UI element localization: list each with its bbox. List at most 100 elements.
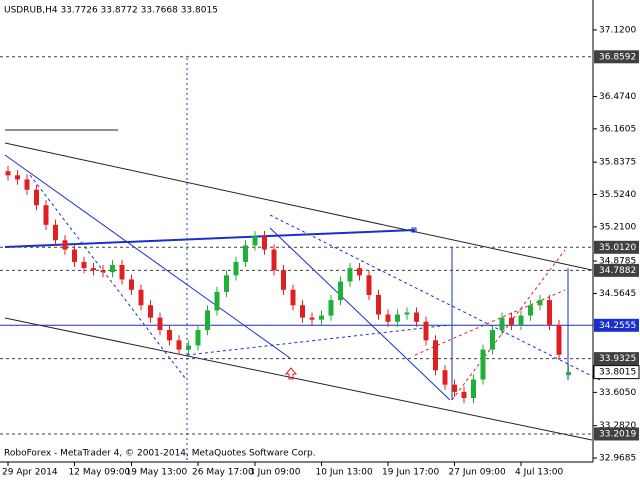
candle-body <box>15 175 20 180</box>
candle-body <box>290 289 296 306</box>
candle-body <box>195 330 201 346</box>
y-tick-label: 34.8785 <box>599 257 636 267</box>
trend-line <box>4 142 593 271</box>
trend-line <box>269 227 451 401</box>
anchor <box>411 227 417 233</box>
candle-body <box>43 205 49 225</box>
level-label: 33.8015 <box>599 368 636 378</box>
candle-body <box>300 305 305 318</box>
level-label: 33.9325 <box>599 354 636 364</box>
trend-line <box>451 249 566 401</box>
candle-body <box>556 324 562 355</box>
level-label: 36.8592 <box>599 52 636 62</box>
candle-body <box>480 349 486 380</box>
candle-body <box>357 268 362 276</box>
candle-body <box>176 340 182 350</box>
candle-body <box>509 317 514 325</box>
level-label: 33.2019 <box>599 429 636 439</box>
candle-body <box>366 275 372 295</box>
candle-body <box>528 305 533 316</box>
candle-body <box>243 245 248 262</box>
y-tick-label: 35.5240 <box>599 190 636 200</box>
trend-line <box>29 174 186 379</box>
y-tick-label: 37.1200 <box>599 25 636 35</box>
y-tick-label: 32.9685 <box>599 454 636 464</box>
y-tick-label: 33.2820 <box>599 421 636 431</box>
trend-line <box>186 324 451 356</box>
footer: RoboForex - MetaTrader 4, © 2001-2014, M… <box>4 449 316 459</box>
x-tick-label: 19 May 13:00 <box>126 468 188 478</box>
candle-body <box>262 236 267 250</box>
candle-body <box>271 249 277 271</box>
y-tick-label: 36.4740 <box>599 92 636 102</box>
candle-body <box>414 312 419 322</box>
level-label-box <box>593 365 640 380</box>
level-label: 35.0120 <box>599 243 636 253</box>
candle-body <box>81 261 87 269</box>
trend-line <box>4 154 291 359</box>
candle-body <box>5 171 11 176</box>
candle-body <box>518 315 524 325</box>
y-tick-label: 33.6050 <box>599 388 636 398</box>
level-label-box <box>594 427 639 441</box>
trend-line <box>4 317 593 441</box>
candle-body <box>423 321 429 341</box>
x-tick-label: 27 Jun 09:00 <box>449 468 506 478</box>
level-label-box <box>594 318 639 332</box>
candle-body <box>537 300 543 306</box>
level-label-box <box>594 352 639 366</box>
candle-body <box>167 330 172 341</box>
x-tick-label: 26 May 17:00 <box>192 468 254 478</box>
x-tick-label: 3 Jun 09:00 <box>249 468 301 478</box>
x-tick-label: 29 Apr 2014 <box>2 468 58 478</box>
candle-body <box>129 279 134 290</box>
candle-body <box>471 379 476 399</box>
candle-body <box>442 370 448 385</box>
candle-body <box>309 317 315 320</box>
candle-body <box>205 310 210 330</box>
candle-body <box>34 189 39 206</box>
y-tick-label: 34.5645 <box>599 289 636 299</box>
candle-body <box>91 268 96 271</box>
candle-body <box>72 249 77 262</box>
candle-body <box>53 224 58 241</box>
candle-body <box>395 314 400 322</box>
level-label-box <box>594 263 639 277</box>
candle-body <box>347 268 353 282</box>
candle-body <box>224 275 229 292</box>
level-label-box <box>594 50 639 64</box>
plot-area <box>0 56 593 435</box>
candle-body <box>376 294 381 315</box>
y-tick-label: 35.2100 <box>599 222 636 232</box>
candle-body <box>281 270 286 290</box>
candle-body <box>461 391 467 399</box>
level-label: 34.7882 <box>599 266 636 276</box>
candle-body <box>433 340 438 371</box>
level-label: 34.2555 <box>599 321 636 331</box>
candle-body <box>157 317 163 330</box>
analysis-drawings <box>4 58 601 462</box>
candle-body <box>490 330 495 350</box>
x-tick-label: 4 Jul 13:00 <box>515 468 564 478</box>
x-tick-label: 19 Jun 17:00 <box>382 468 439 478</box>
candle-body <box>100 270 106 273</box>
candle-body <box>119 265 125 280</box>
candle-body <box>319 315 324 320</box>
trend-line <box>4 229 416 248</box>
candle-body <box>499 317 505 330</box>
candle-body <box>385 314 391 322</box>
trend-line <box>269 214 601 381</box>
candle-body <box>186 345 191 350</box>
candle-body <box>547 300 552 325</box>
candle-body <box>24 179 30 190</box>
candle-body <box>452 384 457 392</box>
candle-body <box>338 281 343 301</box>
level-label-box <box>594 240 639 254</box>
arrow-icon <box>284 367 298 380</box>
candle-body <box>404 312 410 315</box>
x-tick-label: 10 Jun 13:00 <box>316 468 373 478</box>
y-tick-label: 36.1605 <box>599 124 636 134</box>
x-tick-label: 12 May 09:00 <box>69 468 131 478</box>
candle-body <box>110 265 115 273</box>
